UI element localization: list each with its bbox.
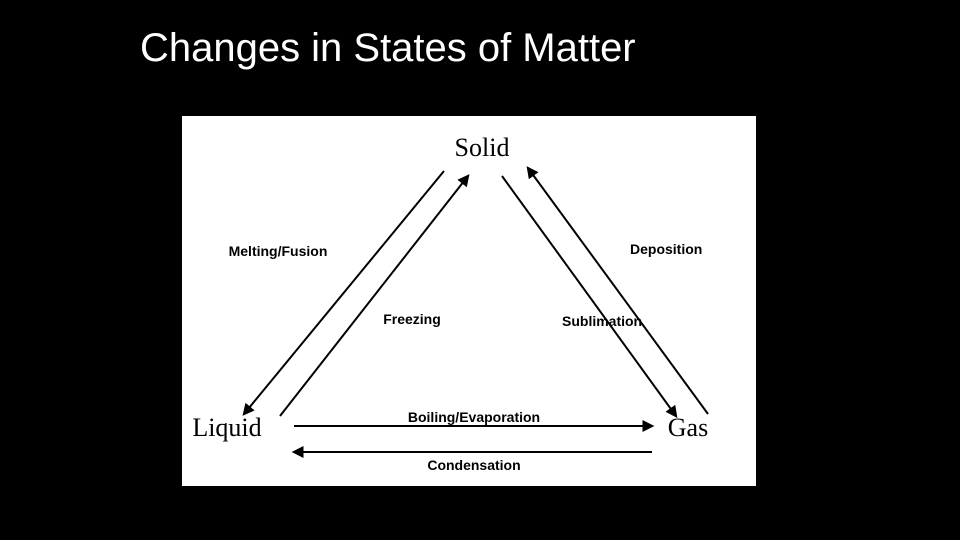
node-solid: Solid bbox=[455, 133, 510, 162]
edge-sublimation bbox=[502, 176, 676, 416]
edge-label-sublimation: Sublimation bbox=[562, 313, 642, 329]
diagram-svg: Melting/Fusion Freezing Sublimation Deposit… bbox=[182, 116, 756, 486]
edge-melting bbox=[244, 171, 444, 414]
edge-label-melting: Melting/Fusion bbox=[229, 243, 328, 259]
edge-label-boiling: Boiling/Evaporation bbox=[408, 409, 540, 425]
node-liquid: Liquid bbox=[192, 413, 261, 442]
slide-title: Changes in States of Matter bbox=[140, 26, 636, 71]
edge-deposition bbox=[528, 168, 708, 414]
edge-freezing bbox=[280, 176, 468, 416]
edge-label-condensation: Condensation bbox=[427, 457, 520, 473]
node-gas: Gas bbox=[668, 413, 708, 442]
edge-label-freezing: Freezing bbox=[383, 311, 441, 327]
states-of-matter-diagram: Melting/Fusion Freezing Sublimation Deposit… bbox=[182, 116, 756, 486]
edge-label-deposition: Deposition bbox=[630, 241, 702, 257]
